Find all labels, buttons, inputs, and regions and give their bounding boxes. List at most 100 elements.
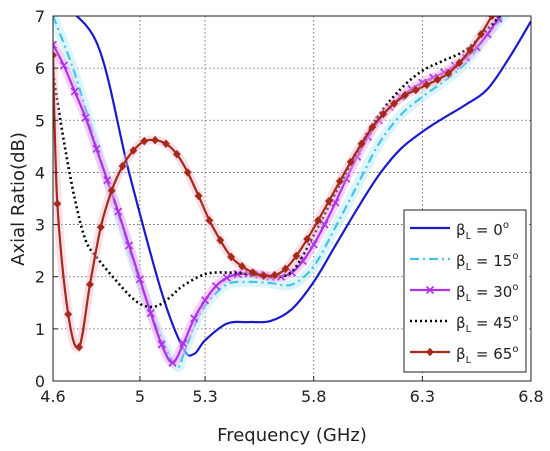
data-point <box>281 264 290 274</box>
x-tick-label: 6.3 <box>410 387 435 406</box>
data-point <box>249 268 257 277</box>
data-point <box>346 157 355 167</box>
data-point <box>477 30 485 39</box>
data-point <box>103 176 112 185</box>
data-point <box>107 186 116 195</box>
data-point <box>222 273 231 282</box>
series-beta-65 <box>53 16 497 353</box>
y-tick-label: 5 <box>35 111 45 130</box>
data-point <box>194 191 203 201</box>
data-point <box>53 199 62 208</box>
plot-frame <box>52 15 532 382</box>
data-point <box>168 358 177 367</box>
x-tick-label: 5.3 <box>192 387 217 406</box>
data-point <box>238 262 246 271</box>
data-point <box>70 87 79 96</box>
data-point <box>53 50 57 60</box>
legend-entry-beta-65: βL = 65o <box>410 344 518 366</box>
y-axis-ticks: 0 1 2 3 4 5 6 7 <box>35 7 58 391</box>
data-point <box>124 241 134 250</box>
legend-label: βL = 30o <box>456 282 518 304</box>
data-point <box>129 146 138 155</box>
legend-entry-beta-45: βL = 45o <box>410 313 518 335</box>
y-tick-label: 0 <box>35 372 45 391</box>
x-tick-label: 6.8 <box>518 387 543 406</box>
series-beta-0 <box>74 16 531 357</box>
data-point <box>401 91 409 100</box>
x-tick-label: 5.8 <box>301 387 326 406</box>
data-point <box>292 251 301 261</box>
legend-label: βL = 0o <box>456 220 509 242</box>
series-line <box>74 16 531 357</box>
data-point <box>172 149 181 159</box>
data-point <box>53 40 58 49</box>
x-tick-label: 5 <box>135 387 145 406</box>
data-point <box>342 174 351 183</box>
legend-items: βL = 0o βL = 15o βL = 30o βL = 45o βL = 65o <box>410 220 518 366</box>
data-point <box>135 275 144 284</box>
data-point <box>298 257 307 266</box>
data-point <box>303 234 312 244</box>
data-point <box>118 161 127 171</box>
data-point <box>335 177 344 186</box>
data-point <box>190 314 199 323</box>
data-point <box>227 252 236 262</box>
data-point <box>357 139 366 148</box>
data-point <box>86 280 94 289</box>
legend-label: βL = 65o <box>456 344 518 366</box>
data-point <box>96 222 105 232</box>
data-point <box>92 144 101 154</box>
data-point <box>433 75 442 84</box>
x-tick-label: 4.6 <box>40 387 65 406</box>
data-point <box>488 16 496 21</box>
legend-entry-beta-30: βL = 30o <box>410 282 518 304</box>
data-point <box>201 296 210 305</box>
data-point <box>444 69 453 78</box>
data-point <box>216 235 225 245</box>
y-tick-label: 1 <box>35 320 45 339</box>
legend-entry-beta-0: βL = 0o <box>410 220 509 242</box>
data-point <box>157 340 166 349</box>
data-point <box>314 216 322 225</box>
data-point <box>270 270 279 280</box>
series-beta-45 <box>53 16 502 309</box>
data-point <box>146 309 155 318</box>
data-point <box>363 132 373 142</box>
data-point <box>259 271 268 280</box>
data-point <box>309 240 318 249</box>
legend: βL = 0o βL = 15o βL = 30o βL = 45o βL = 65o <box>403 209 527 373</box>
data-point <box>64 310 73 319</box>
data-point <box>162 139 170 148</box>
y-tick-label: 3 <box>35 216 45 235</box>
data-point <box>179 339 188 348</box>
data-point <box>390 99 398 108</box>
data-point <box>320 220 329 229</box>
data-point <box>411 85 420 95</box>
y-tick-label: 4 <box>35 163 45 182</box>
data-point <box>461 53 470 62</box>
data-point <box>151 135 159 145</box>
legend-entry-beta-15: βL = 15o <box>410 251 518 273</box>
legend-label: βL = 45o <box>456 313 518 335</box>
data-point <box>325 196 333 206</box>
data-point <box>114 207 123 216</box>
data-point <box>59 61 68 70</box>
data-point <box>422 80 431 90</box>
data-point <box>75 342 83 352</box>
series-line <box>53 16 502 309</box>
data-point <box>183 168 192 177</box>
data-point <box>81 113 90 122</box>
y-axis-title: Axial Ratio(dB) <box>8 132 29 266</box>
data-point <box>211 282 221 291</box>
y-tick-label: 2 <box>35 268 45 287</box>
legend-label: βL = 15o <box>456 251 518 273</box>
y-tick-label: 7 <box>35 7 45 26</box>
data-point <box>466 45 475 55</box>
y-tick-label: 6 <box>35 59 45 78</box>
data-point <box>379 109 388 119</box>
legend-marker <box>425 285 435 295</box>
x-axis-title: Frequency (GHz) <box>217 425 367 446</box>
x-axis-ticks: 4.6 5 5.3 5.8 6.3 6.8 <box>40 376 544 406</box>
data-point <box>368 122 377 132</box>
